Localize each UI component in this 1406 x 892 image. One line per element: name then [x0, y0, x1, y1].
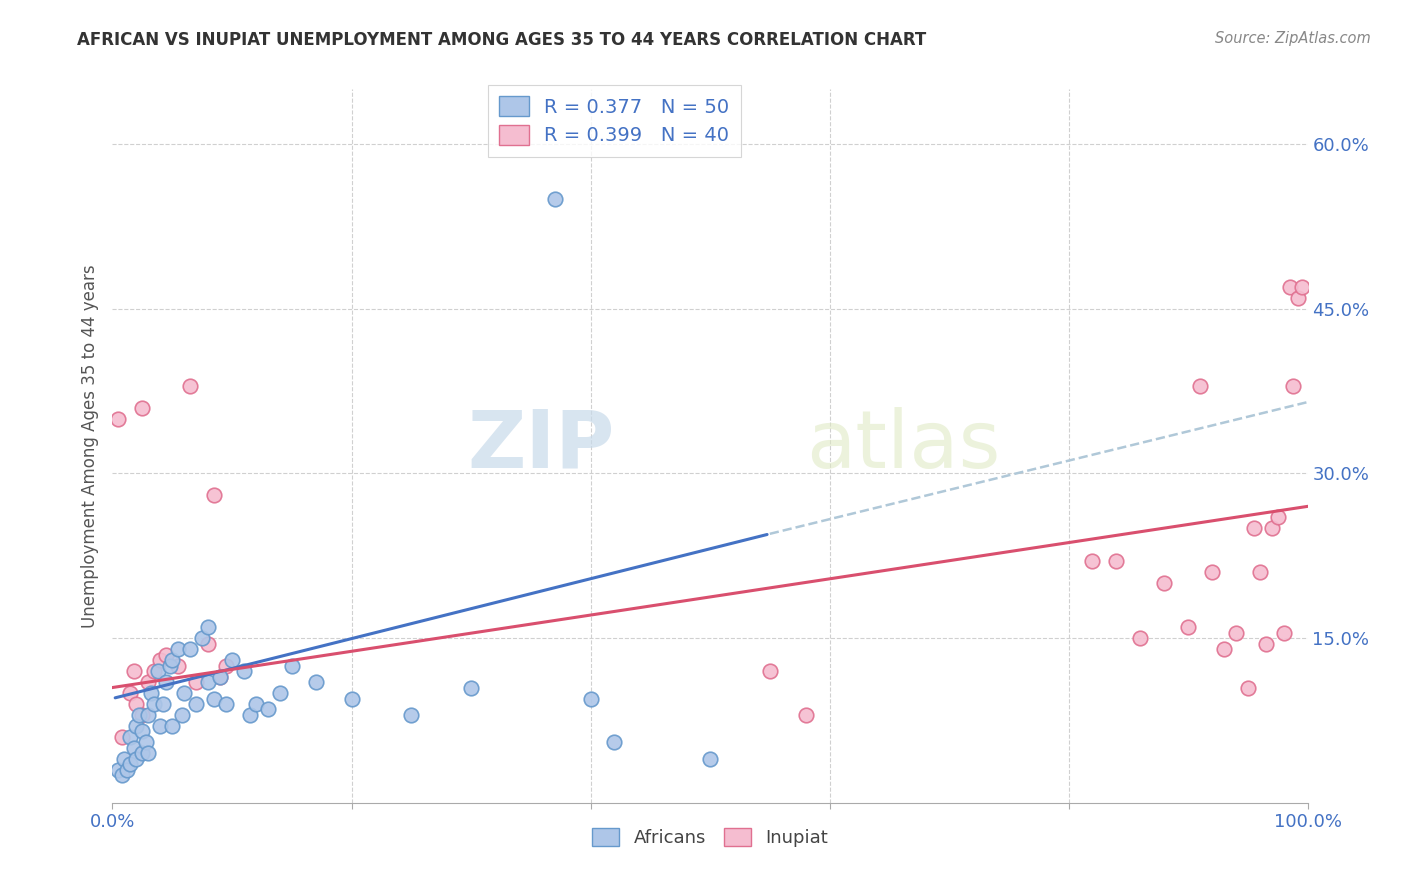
Point: [146, 664, 169, 678]
Point: [162, 653, 183, 667]
Point: [125, 719, 148, 733]
Point: [245, 697, 267, 711]
Point: [191, 631, 214, 645]
Point: [1278, 280, 1301, 294]
Point: [143, 697, 166, 711]
Point: [155, 648, 177, 662]
Text: AFRICAN VS INUPIAT UNEMPLOYMENT AMONG AGES 35 TO 44 YEARS CORRELATION CHART: AFRICAN VS INUPIAT UNEMPLOYMENT AMONG AG…: [77, 31, 927, 49]
Point: [1105, 554, 1128, 568]
Point: [173, 686, 195, 700]
Point: [340, 691, 363, 706]
Point: [221, 653, 243, 667]
Point: [138, 747, 160, 761]
Point: [202, 488, 225, 502]
Point: [155, 675, 177, 690]
Point: [1282, 378, 1305, 392]
Point: [179, 642, 201, 657]
Point: [579, 691, 602, 706]
Point: [107, 763, 129, 777]
Point: [197, 620, 219, 634]
Text: ZIP: ZIP: [467, 407, 614, 485]
Point: [257, 702, 280, 716]
Point: [1201, 566, 1223, 580]
Point: [111, 768, 134, 782]
Point: [1267, 510, 1289, 524]
Point: [149, 719, 172, 733]
Point: [759, 664, 782, 678]
Point: [131, 708, 153, 723]
Point: [139, 686, 162, 700]
Point: [269, 686, 291, 700]
Point: [1254, 637, 1277, 651]
Point: [794, 708, 817, 723]
Point: [120, 686, 142, 700]
Point: [122, 664, 145, 678]
Point: [135, 735, 157, 749]
Point: [215, 658, 238, 673]
Point: [186, 675, 208, 690]
Point: [143, 664, 166, 678]
Point: [209, 669, 232, 683]
Point: [138, 675, 160, 690]
Point: [114, 752, 135, 766]
Text: Source: ZipAtlas.com: Source: ZipAtlas.com: [1215, 31, 1371, 46]
Point: [149, 653, 172, 667]
Point: [1237, 681, 1260, 695]
Point: [1153, 576, 1175, 591]
Point: [1261, 521, 1284, 535]
Text: atlas: atlas: [806, 407, 1000, 485]
Point: [138, 708, 160, 723]
Point: [1213, 642, 1236, 657]
Point: [152, 697, 174, 711]
Point: [179, 378, 201, 392]
Point: [128, 708, 150, 723]
Point: [120, 757, 142, 772]
Point: [1243, 521, 1265, 535]
Point: [543, 192, 565, 206]
Point: [1189, 378, 1212, 392]
Point: [1177, 620, 1199, 634]
Point: [131, 724, 153, 739]
Point: [1081, 554, 1104, 568]
Point: [125, 697, 148, 711]
Point: [460, 681, 482, 695]
Point: [122, 740, 145, 755]
Point: [233, 664, 256, 678]
Point: [170, 708, 193, 723]
Point: [120, 730, 142, 744]
Point: [167, 642, 190, 657]
Point: [197, 637, 219, 651]
Point: [131, 747, 153, 761]
Point: [699, 752, 721, 766]
Y-axis label: Unemployment Among Ages 35 to 44 years: Unemployment Among Ages 35 to 44 years: [80, 264, 98, 628]
Point: [1272, 625, 1295, 640]
Point: [215, 697, 238, 711]
Point: [1249, 566, 1271, 580]
Point: [197, 675, 219, 690]
Point: [186, 697, 208, 711]
Point: [1291, 280, 1313, 294]
Point: [1225, 625, 1247, 640]
Point: [401, 708, 423, 723]
Legend: Africans, Inupiat: Africans, Inupiat: [585, 821, 835, 855]
Point: [131, 401, 153, 415]
Point: [107, 411, 129, 425]
Point: [167, 658, 190, 673]
Point: [1286, 291, 1309, 305]
Point: [305, 675, 328, 690]
Point: [603, 735, 626, 749]
Point: [281, 658, 304, 673]
Point: [111, 730, 134, 744]
Point: [125, 752, 148, 766]
Point: [202, 691, 225, 706]
Point: [162, 719, 183, 733]
Point: [239, 708, 262, 723]
Point: [115, 763, 138, 777]
Point: [209, 669, 232, 683]
Point: [159, 658, 181, 673]
Point: [1129, 631, 1152, 645]
